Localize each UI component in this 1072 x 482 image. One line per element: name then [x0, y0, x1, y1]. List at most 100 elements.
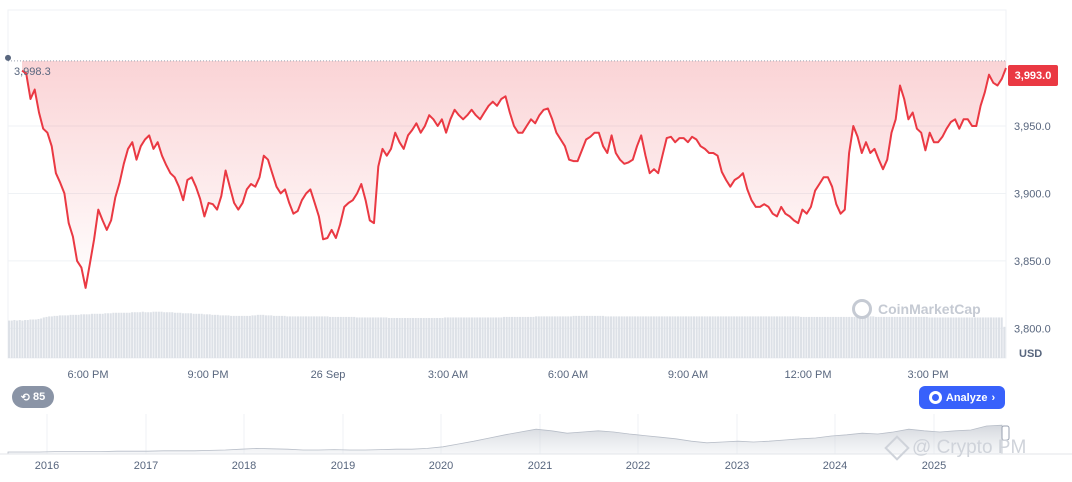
volume-bar [939, 317, 942, 358]
volume-bar [931, 317, 934, 358]
volume-bar [481, 317, 484, 358]
volume-bar [457, 317, 460, 358]
x-axis: 6:00 PM 9:00 PM 26 Sep 3:00 AM 6:00 AM 9:00 A… [68, 369, 949, 381]
volume-bar [666, 316, 669, 358]
volume-bar [802, 316, 805, 358]
volume-bar [561, 316, 564, 358]
navigator-handle [1001, 425, 1010, 441]
volume-bar [658, 316, 661, 358]
volume-bar [923, 316, 926, 358]
volume-bar [438, 317, 441, 358]
volume-bar [757, 316, 760, 358]
x-tick-label: 12:00 PM [784, 369, 831, 381]
volume-bar [395, 317, 399, 358]
volume-bar [981, 317, 984, 358]
y-tick-label: 3,900.0 [1014, 188, 1051, 200]
volume-bar [176, 312, 179, 358]
volume-bar [144, 312, 147, 358]
volume-bar [690, 316, 693, 358]
volume-bar [45, 316, 48, 358]
volume-bar [53, 315, 56, 358]
volume-bar [291, 316, 294, 358]
volume-bar [157, 311, 160, 358]
volume-bar [452, 317, 455, 358]
volume-bar [211, 314, 214, 358]
volume-bar [350, 316, 353, 358]
x-tick-label: 9:00 AM [668, 369, 708, 381]
volume-bar [741, 316, 744, 358]
volume-bar [326, 316, 329, 358]
volume-bar [730, 316, 733, 358]
volume-bar [580, 315, 583, 358]
x-tick-label: 3:00 PM [908, 369, 949, 381]
volume-bar [288, 316, 292, 358]
volume-bar [735, 316, 738, 358]
volume-bar [254, 315, 257, 358]
volume-bar [240, 315, 243, 358]
volume-bar [832, 316, 835, 358]
volume-bar [473, 317, 476, 358]
volume-bar [385, 317, 388, 358]
x-tick-label: 6:00 PM [68, 369, 109, 381]
volume-bar [321, 316, 324, 358]
volume-bar [112, 312, 115, 358]
volume-bar [915, 316, 918, 358]
volume-bar [141, 311, 144, 358]
volume-bar [979, 317, 982, 358]
volume-bar [417, 317, 420, 358]
volume-bar [508, 316, 511, 358]
range-navigator: 2016 2017 2018 2019 2020 2021 2022 2023 2024 2025 [0, 414, 1072, 472]
volume-bar [462, 317, 465, 358]
volume-bar [34, 319, 37, 358]
chevron-right-icon: › [991, 391, 996, 404]
volume-bar [329, 316, 332, 358]
volume-bar [850, 316, 853, 358]
volume-bar [123, 312, 126, 358]
volume-bar [147, 312, 150, 358]
navigator-tick-label: 2017 [134, 460, 158, 472]
volume-bar [486, 317, 490, 358]
volume-bar [719, 316, 722, 358]
overlay-watermark: @ Crypto PM [884, 435, 1026, 461]
volume-bar [540, 316, 543, 358]
volume-bar [610, 316, 613, 358]
volume-bar [813, 316, 816, 358]
volume-bar [377, 317, 380, 358]
volume-bar [224, 315, 227, 358]
navigator-tick-label: 2023 [725, 460, 749, 472]
volume-bar [205, 314, 209, 358]
volume-bar [564, 316, 567, 358]
volume-bar [925, 316, 928, 358]
volume-bar [585, 315, 589, 358]
volume-bar [722, 316, 725, 358]
volume-bar [465, 317, 468, 358]
volume-bar [125, 312, 128, 358]
volume-bar [901, 316, 904, 358]
y-tick-label: 3,800.0 [1014, 323, 1051, 335]
volume-bar [304, 316, 308, 358]
volume-bar [342, 316, 345, 358]
volume-bar [425, 317, 428, 358]
volume-bar [149, 312, 152, 358]
volume-bar [470, 317, 473, 358]
volume-bar [227, 315, 230, 358]
volume-bar [874, 316, 877, 358]
volume-bar [618, 316, 621, 358]
volume-bar [313, 316, 316, 358]
volume-bar [270, 315, 273, 358]
volume-bar [152, 311, 155, 358]
navigator-tick-label: 2019 [331, 460, 355, 472]
volume-bar [725, 316, 728, 358]
analyze-button[interactable]: Analyze › [919, 386, 1005, 409]
volume-bar [559, 316, 562, 358]
volume-bar [607, 316, 610, 358]
volume-bar [816, 316, 819, 358]
volume-bar [115, 312, 118, 358]
volume-bar [567, 316, 570, 358]
history-badge[interactable]: ⟲ 85 [12, 386, 54, 408]
y-axis: 3,800.0 3,850.0 3,900.0 3,950.0 [1014, 121, 1051, 335]
volume-bar [936, 317, 939, 358]
volume-bar [511, 316, 514, 358]
volume-bar [698, 316, 701, 358]
